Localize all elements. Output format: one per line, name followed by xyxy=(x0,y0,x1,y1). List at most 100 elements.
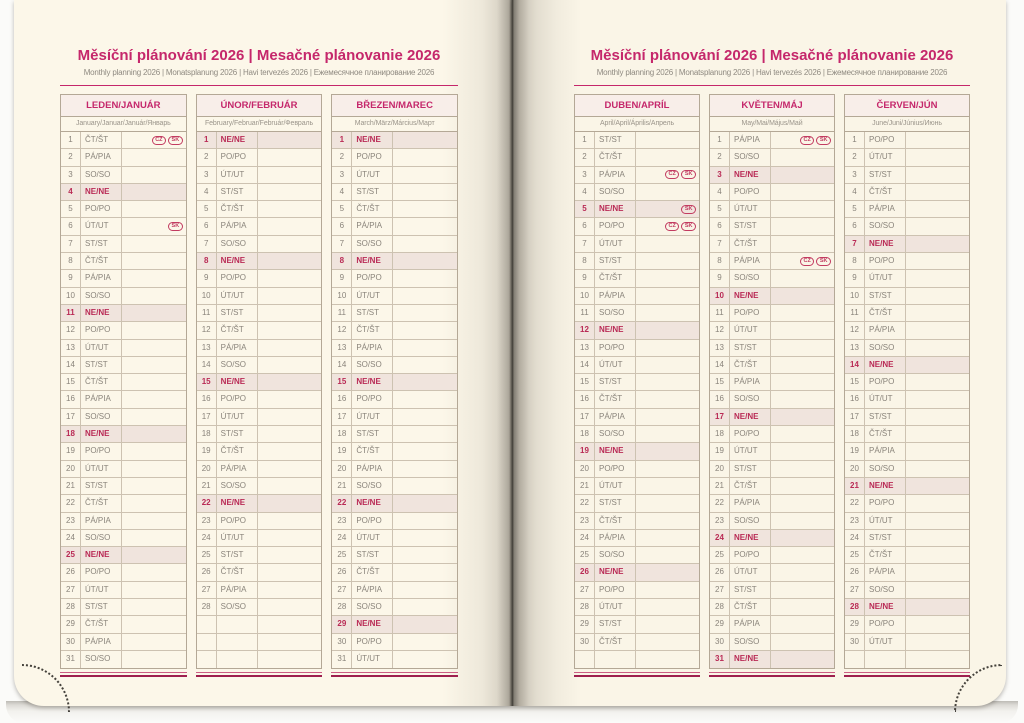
calendar-row: 17 SO/SO xyxy=(61,408,186,427)
day-name-cell: NE/NE xyxy=(730,529,771,547)
day-number-cell: 4 xyxy=(845,183,865,201)
day-number-cell: 7 xyxy=(332,235,353,253)
day-number-cell: 31 xyxy=(710,650,730,669)
day-number-cell: 27 xyxy=(575,581,595,599)
day-number-cell: 20 xyxy=(575,460,595,477)
notes-cell xyxy=(393,530,457,546)
notes-cell xyxy=(258,530,322,546)
day-name-cell: SO/SO xyxy=(865,581,906,599)
calendar-row: 10 ST/ST xyxy=(845,287,969,305)
notes-cell xyxy=(771,616,834,632)
notes-cell: CZ SK xyxy=(771,132,834,148)
calendar-row: 12 PO/PO xyxy=(61,322,186,340)
calendar-row: 5 PÁ/PIA xyxy=(845,201,969,219)
calendar-row: 2 PÁ/PIA xyxy=(61,149,186,167)
calendar-row: 23 SO/SO xyxy=(710,512,834,530)
calendar-row: 29 ČT/ŠT xyxy=(61,616,186,634)
day-number-cell: 23 xyxy=(61,512,81,529)
notes-cell xyxy=(636,322,699,338)
calendar-row: 15 PÁ/PIA xyxy=(710,374,834,392)
day-number-cell: 8 xyxy=(710,253,730,270)
day-name-cell: NE/NE xyxy=(595,322,636,339)
notes-cell xyxy=(122,461,186,477)
notes-cell xyxy=(636,599,699,615)
notes-cell xyxy=(771,582,834,598)
day-number-cell: 4 xyxy=(197,183,217,201)
notes-cell xyxy=(771,218,834,234)
day-name-cell: PÁ/PIA xyxy=(730,374,771,391)
calendar-row: 1 NE/NE xyxy=(332,132,458,150)
calendar-row: 28 SO/SO xyxy=(196,599,322,617)
day-number-cell: 24 xyxy=(197,529,217,547)
notes-cell xyxy=(906,599,969,615)
calendar-row: 23 ÚT/UT xyxy=(845,512,969,530)
notes-cell xyxy=(636,270,699,286)
day-number-cell: 27 xyxy=(332,581,353,599)
notes-cell: SK xyxy=(636,201,699,217)
notes-cell xyxy=(906,616,969,632)
day-name-cell: PÁ/PIA xyxy=(217,339,258,356)
day-number-cell: 17 xyxy=(197,408,217,426)
notes-cell xyxy=(771,340,834,356)
calendar-row: 8 NE/NE xyxy=(196,253,322,271)
notes-cell xyxy=(393,461,457,477)
day-number-cell: 11 xyxy=(845,304,865,322)
notes-cell xyxy=(636,340,699,356)
day-name-cell: SO/SO xyxy=(730,149,771,166)
notes-cell xyxy=(258,322,322,338)
notes-cell xyxy=(393,218,457,234)
holiday-badge-cz-icon: CZ xyxy=(665,170,680,180)
day-number-cell: 15 xyxy=(845,374,865,391)
notes-cell xyxy=(636,149,699,165)
calendar-row: 24 ÚT/UT xyxy=(332,529,458,548)
day-name-cell: PO/PO xyxy=(865,616,906,633)
day-number-cell: 6 xyxy=(575,218,595,235)
notes-cell xyxy=(258,374,322,390)
calendar-row: 16 SO/SO xyxy=(710,391,834,409)
calendar-row: 10 NE/NE xyxy=(710,287,834,305)
day-number-cell: 14 xyxy=(575,356,595,374)
notes-cell xyxy=(636,461,699,477)
day-number-cell xyxy=(197,616,217,633)
day-number-cell: 21 xyxy=(710,477,730,495)
calendar-row: 6 PÁ/PIA xyxy=(332,218,458,236)
day-name-cell: ČT/ŠT xyxy=(865,183,906,201)
notes-cell xyxy=(122,616,186,632)
notes-cell xyxy=(393,409,457,425)
day-name-cell: PO/PO xyxy=(81,322,122,339)
notes-cell xyxy=(771,357,834,373)
month-column: LEDEN/JANUÁR January/Januar/Január/Январь… xyxy=(60,94,187,678)
calendar-row: 16 ČT/ŠT xyxy=(575,391,699,409)
day-number-cell: 18 xyxy=(61,426,81,443)
notes-cell xyxy=(636,651,699,668)
notes-cell xyxy=(906,270,969,286)
day-name-cell: PO/PO xyxy=(352,270,394,287)
calendar-row: 23 PÁ/PIA xyxy=(61,512,186,530)
notes-cell xyxy=(636,443,699,459)
day-number-cell: 6 xyxy=(332,218,353,235)
day-number-cell: 25 xyxy=(575,547,595,564)
calendar-row: 8 PO/PO xyxy=(845,253,969,271)
calendar-row: 25 NE/NE xyxy=(61,547,186,565)
day-name-cell: SO/SO xyxy=(81,166,122,183)
header-rule xyxy=(60,85,458,86)
notes-cell xyxy=(636,564,699,580)
month-footer-rule xyxy=(709,672,835,678)
day-number-cell: 22 xyxy=(61,495,81,512)
day-name-cell: PO/PO xyxy=(81,564,122,581)
day-name-cell: SO/SO xyxy=(595,183,636,201)
notes-cell xyxy=(771,513,834,529)
day-name-cell: PO/PO xyxy=(865,495,906,512)
holiday-badge-cz-icon: CZ xyxy=(665,222,680,232)
calendar-row: 3 PÁ/PIA CZ SK xyxy=(575,166,699,184)
day-number-cell: 9 xyxy=(575,270,595,287)
day-name-cell: PÁ/PIA xyxy=(81,391,122,408)
day-name-cell: ST/ST xyxy=(81,477,122,495)
notes-cell xyxy=(636,374,699,390)
right-page: Měsíční plánování 2026 | Mesačné plánova… xyxy=(512,0,1006,706)
notes-cell xyxy=(906,530,969,546)
day-name-cell: PÁ/PIA xyxy=(595,166,636,183)
day-name-cell: ČT/ŠT xyxy=(865,426,906,443)
calendar-row: 2 PO/PO xyxy=(196,149,322,167)
calendar-row: 23 ČT/ŠT xyxy=(575,512,699,530)
